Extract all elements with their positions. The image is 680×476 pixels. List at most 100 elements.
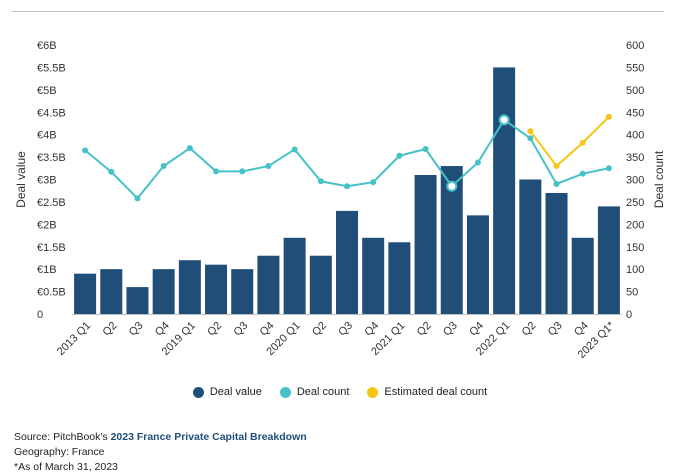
deal-value-bar bbox=[414, 175, 437, 314]
deal-value-bar bbox=[231, 269, 254, 314]
y-left-axis-title: Deal value bbox=[14, 151, 28, 208]
deal-count-point bbox=[474, 159, 481, 166]
x-tick-label: Q4 bbox=[153, 320, 172, 339]
y-left-tick-label: €4.5B bbox=[37, 107, 66, 119]
deal-count-point bbox=[186, 145, 193, 152]
y-right-tick-label: 500 bbox=[626, 85, 644, 97]
estimated-deal-count-point bbox=[579, 139, 586, 146]
deal-value-bar bbox=[597, 206, 620, 314]
deal-value-bar bbox=[466, 215, 489, 314]
deal-value-bar bbox=[205, 264, 228, 314]
x-tick-label: Q4 bbox=[362, 320, 381, 339]
deal-count-point bbox=[134, 195, 141, 202]
deal-value-bar bbox=[571, 237, 594, 314]
legend-label-deal-value: Deal value bbox=[209, 386, 262, 398]
y-right-tick-label: 550 bbox=[626, 62, 644, 74]
y-left-tick-label: 0 bbox=[37, 309, 43, 321]
x-tick-label: Q2 bbox=[415, 320, 434, 339]
y-right-tick-label: 200 bbox=[626, 219, 644, 231]
y-left-tick-label: €3.5B bbox=[37, 152, 66, 164]
deal-count-point bbox=[82, 147, 89, 154]
y-left-tick-label: €2B bbox=[37, 219, 57, 231]
deal-value-bar bbox=[440, 166, 463, 314]
legend-label-deal-count: Deal count bbox=[296, 386, 350, 398]
footnote-line: *As of March 31, 2023 bbox=[14, 461, 118, 473]
deal-value-bar bbox=[100, 269, 123, 314]
source-line: Source: PitchBook's 2023 France Private … bbox=[14, 430, 307, 445]
legend-item-estimated: Estimated deal count bbox=[367, 386, 487, 398]
deal-count-point bbox=[579, 170, 586, 177]
source-prefix: Source: PitchBook's bbox=[14, 431, 111, 443]
y-right-tick-label: 350 bbox=[626, 152, 644, 164]
x-tick-label: 2013 Q1 bbox=[55, 320, 93, 358]
y-right-tick-label: 0 bbox=[626, 309, 632, 321]
deal-value-bar bbox=[257, 255, 280, 314]
deal-count-point bbox=[160, 163, 167, 170]
deal-value-bar bbox=[336, 210, 358, 314]
legend-item-deal-count: Deal count bbox=[279, 386, 350, 398]
top-rule bbox=[12, 11, 664, 12]
source-report-link[interactable]: 2023 France Private Capital Breakdown bbox=[110, 431, 307, 443]
y-right-tick-label: 100 bbox=[626, 264, 644, 276]
y-left-tick-label: €0.5B bbox=[37, 287, 66, 299]
y-left-tick-label: €1.5B bbox=[37, 242, 66, 254]
y-right-tick-label: 450 bbox=[626, 107, 644, 119]
x-tick-label: Q2 bbox=[101, 320, 120, 339]
legend-swatch-estimated bbox=[367, 386, 379, 398]
y-left-tick-label: €3B bbox=[37, 175, 57, 187]
y-left-tick-label: €5B bbox=[37, 85, 57, 97]
x-tick-label: Q3 bbox=[336, 320, 355, 339]
deal-count-point bbox=[498, 114, 510, 126]
y-right-tick-label: 50 bbox=[626, 287, 638, 299]
y-right-axis-title: Deal count bbox=[652, 150, 666, 208]
estimated-deal-count-point bbox=[553, 163, 560, 170]
legend-label-estimated: Estimated deal count bbox=[384, 386, 488, 398]
deal-count-point bbox=[370, 179, 377, 186]
deal-value-bar bbox=[152, 269, 175, 314]
estimated-deal-count-line bbox=[529, 116, 610, 168]
source-note: Source: PitchBook's 2023 France Private … bbox=[14, 430, 307, 475]
deal-count-point bbox=[344, 183, 350, 190]
deal-count-point bbox=[213, 168, 220, 175]
deal-count-point bbox=[527, 135, 534, 142]
deal-count-point bbox=[553, 180, 560, 187]
deal-value-bar bbox=[309, 255, 332, 314]
deal-count-point bbox=[239, 168, 246, 175]
x-tick-label: Q4 bbox=[467, 320, 486, 339]
deal-value-bar bbox=[74, 273, 97, 314]
y-left-tick-label: €5.5B bbox=[37, 62, 66, 74]
estimated-deal-count-point bbox=[527, 128, 534, 135]
y-right-tick-label: 600 bbox=[626, 40, 644, 52]
deal-value-bar bbox=[545, 192, 568, 314]
y-right-tick-label: 300 bbox=[626, 175, 644, 187]
x-tick-label: Q3 bbox=[127, 320, 146, 339]
y-right-tick-label: 150 bbox=[626, 242, 644, 254]
x-tick-label: Q4 bbox=[258, 320, 277, 339]
deal-value-bar bbox=[283, 237, 306, 314]
chart-legend: Deal value Deal count Estimated deal cou… bbox=[0, 386, 680, 398]
estimated-deal-count-point bbox=[605, 113, 612, 120]
deal-value-bar bbox=[126, 287, 149, 314]
y-right-tick-label: 250 bbox=[626, 197, 644, 209]
x-tick-label: Q3 bbox=[231, 320, 250, 339]
x-tick-label: Q3 bbox=[441, 320, 460, 339]
deal-count-point bbox=[317, 178, 324, 185]
x-tick-label: Q2 bbox=[205, 320, 224, 339]
deal-count-point bbox=[422, 146, 429, 153]
deal-count-point bbox=[446, 180, 458, 192]
deal-value-bar bbox=[519, 179, 542, 314]
x-tick-label: Q2 bbox=[520, 320, 539, 339]
y-left-tick-label: €4B bbox=[37, 130, 57, 142]
legend-item-deal-value: Deal value bbox=[192, 386, 262, 398]
deal-value-bar bbox=[388, 242, 411, 314]
deal-count-point bbox=[291, 146, 298, 153]
y-left-tick-label: €6B bbox=[37, 40, 57, 52]
deal-count-point bbox=[265, 163, 272, 170]
legend-swatch-deal-value bbox=[192, 386, 204, 398]
x-tick-label: Q3 bbox=[546, 320, 565, 339]
y-left-tick-label: €2.5B bbox=[37, 197, 66, 209]
deal-activity-chart: 0 €0.5B €1B €1.5B €2B €2.5B €3B €3.5B €4B €4.5B €5… bbox=[14, 40, 666, 361]
legend-swatch-deal-count bbox=[279, 386, 291, 398]
deal-count-point bbox=[605, 165, 612, 172]
x-tick-label: Q4 bbox=[572, 320, 591, 339]
